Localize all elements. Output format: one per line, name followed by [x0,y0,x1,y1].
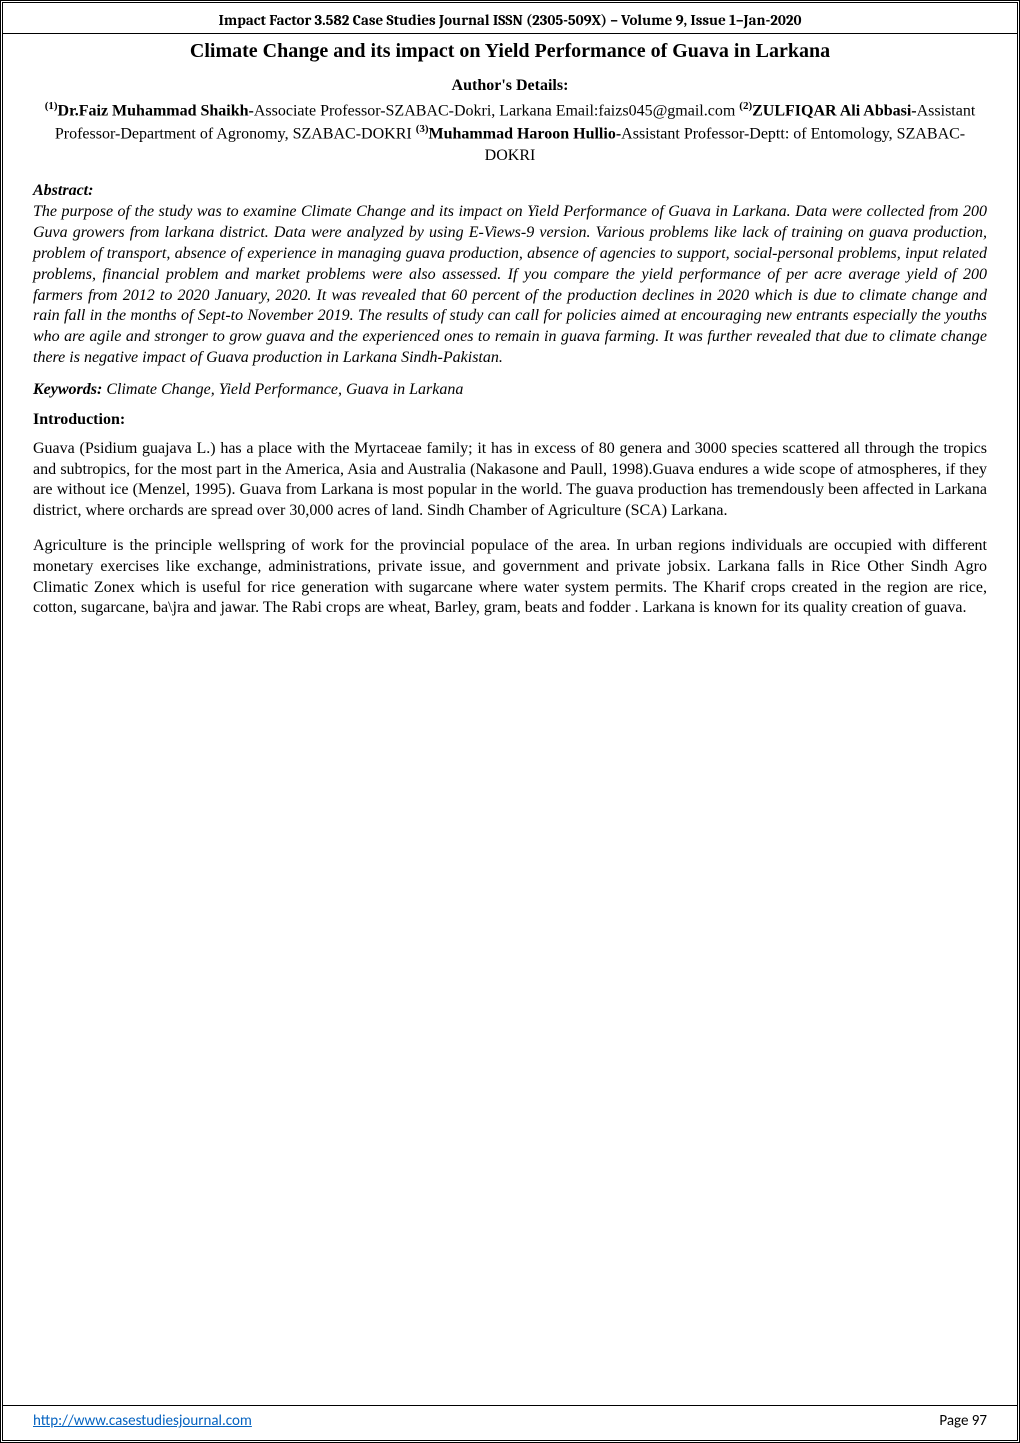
journal-header-text: Impact Factor 3.582 Case Studies Journal… [219,11,802,29]
keywords-line: Keywords: Climate Change, Yield Performa… [33,381,987,399]
author-sup-3: (3) [416,123,429,135]
intro-paragraph-1: Guava (Psidium guajava L.) has a place w… [33,439,987,522]
abstract-body: The purpose of the study was to examine … [33,202,987,368]
author-aff-1: Associate Professor-SZABAC-Dokri, Larkan… [254,102,739,119]
introduction-heading: Introduction: [33,411,987,429]
author-name-3: Muhammad Haroon Hullio- [429,125,622,142]
intro-paragraph-2: Agriculture is the principle wellspring … [33,536,987,619]
page-number: Page 97 [939,1412,987,1430]
page-footer: http://www.casestudiesjournal.com Page 9… [3,1405,1017,1440]
keywords-label: Keywords: [33,381,102,398]
footer-url-link[interactable]: http://www.casestudiesjournal.com [33,1412,252,1430]
paper-title: Climate Change and its impact on Yield P… [33,40,987,63]
journal-header: Impact Factor 3.582 Case Studies Journal… [3,3,1017,34]
authors-block: (1)Dr.Faiz Muhammad Shaikh-Associate Pro… [33,99,987,166]
abstract-heading: Abstract: [33,182,987,200]
author-sup-2: (2) [739,100,752,112]
author-details-label: Author's Details: [33,77,987,95]
author-sup-1: (1) [45,100,58,112]
page-frame: Impact Factor 3.582 Case Studies Journal… [0,0,1020,1443]
keywords-body: Climate Change, Yield Performance, Guava… [102,381,463,398]
author-name-1: Dr.Faiz Muhammad Shaikh- [58,102,254,119]
author-name-2: ZULFIQAR Ali Abbasi- [752,102,916,119]
content-area: Climate Change and its impact on Yield P… [3,34,1017,693]
